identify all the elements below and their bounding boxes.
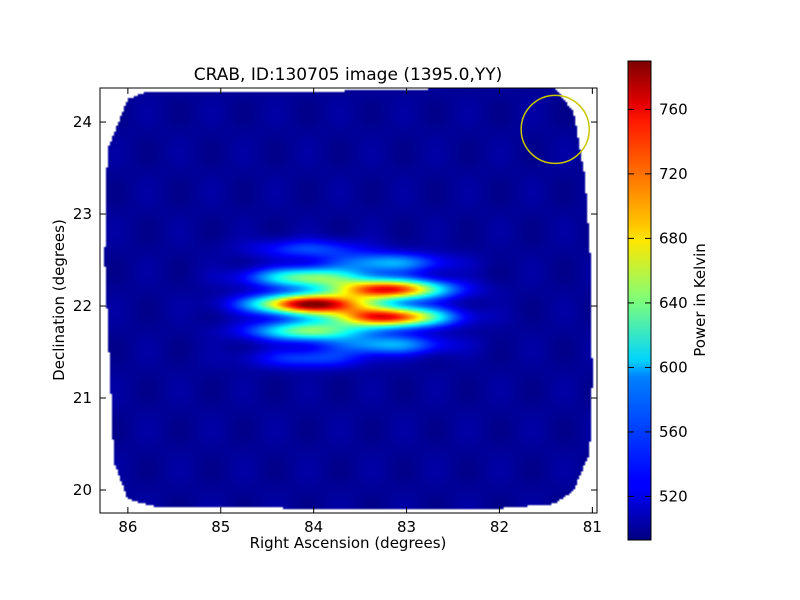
- y-tick-label: 20: [73, 481, 92, 499]
- y-axis-ticks: 20 21 22 23 24: [73, 113, 597, 499]
- colorbar-tick-label: 760: [659, 100, 688, 118]
- y-tick-label: 21: [73, 389, 92, 407]
- beam-marker-circle: [520, 94, 590, 165]
- colorbar-tick-label: 600: [659, 358, 688, 376]
- colorbar-label: Power in Kelvin: [691, 243, 709, 357]
- x-axis-ticks: 86 85 84 83 82 81: [118, 88, 602, 536]
- x-tick-label: 83: [397, 518, 416, 536]
- heatmap-image: [100, 88, 597, 513]
- y-tick-label: 24: [73, 113, 92, 131]
- colorbar-tick-label: 680: [659, 229, 688, 247]
- colorbar: [627, 60, 652, 541]
- colorbar-tick-label: 640: [659, 294, 688, 312]
- chart-title: CRAB, ID:130705 image (1395.0,YY): [194, 65, 503, 85]
- colorbar-tick-label: 560: [659, 423, 688, 441]
- y-tick-label: 22: [73, 297, 92, 315]
- colorbar-tick-label: 520: [659, 487, 688, 505]
- colorbar-tick-label: 720: [659, 165, 688, 183]
- x-tick-label: 84: [304, 518, 323, 536]
- x-tick-label: 81: [583, 518, 602, 536]
- y-tick-label: 23: [73, 205, 92, 223]
- colorbar-ticks: 520 560 600 640 680 720 760: [628, 100, 688, 505]
- x-tick-label: 85: [211, 518, 230, 536]
- x-tick-label: 86: [118, 518, 137, 536]
- y-axis-label: Declination (degrees): [50, 219, 68, 381]
- x-tick-label: 82: [490, 518, 509, 536]
- x-axis-label: Right Ascension (degrees): [250, 534, 447, 552]
- axes-frame: [99, 87, 598, 514]
